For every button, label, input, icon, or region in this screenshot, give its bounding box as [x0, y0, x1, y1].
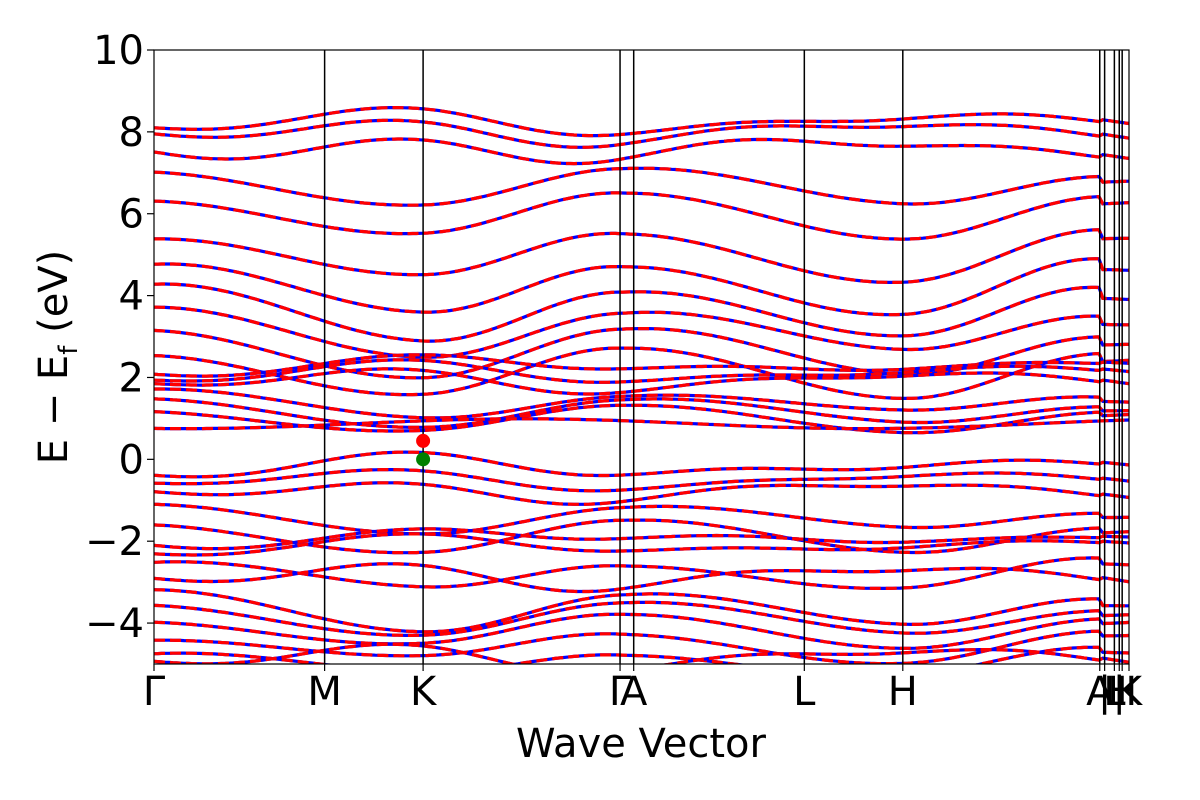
band-line	[154, 106, 1129, 138]
band-line	[154, 346, 1129, 400]
band-line	[154, 282, 1129, 343]
y-tick-label: 0	[119, 437, 144, 483]
y-tick-label: 6	[119, 192, 144, 238]
band-line	[154, 106, 1129, 138]
x-tick-label: Γ	[143, 669, 166, 715]
x-tick-label: A	[620, 669, 648, 715]
x-tick-label: M	[307, 669, 342, 715]
band-line	[154, 612, 1129, 650]
band-line	[154, 191, 1129, 241]
band-line	[154, 118, 1129, 149]
x-tick-label: |	[1113, 669, 1126, 715]
band-line	[154, 166, 1129, 207]
y-tick-label: 8	[119, 110, 144, 156]
band-line	[154, 527, 1129, 551]
band-line	[154, 642, 1129, 664]
band-line	[154, 257, 1129, 317]
x-tick-label: H	[1107, 669, 1137, 715]
band-line	[154, 305, 1129, 359]
y-tick-label: 10	[93, 28, 144, 74]
y-tick-label: −2	[85, 519, 144, 565]
band-edge-markers	[416, 433, 431, 467]
high-symmetry-lines	[323, 50, 1123, 664]
band-line	[154, 397, 1129, 429]
y-axis-title-subscript: f	[54, 345, 84, 355]
band-lines	[154, 106, 1129, 664]
band-line	[154, 612, 1129, 650]
band-line	[154, 417, 1129, 431]
band-edge-marker	[416, 452, 431, 467]
band-line	[154, 588, 1129, 634]
x-axis-ticks: Γ M K ΓA L H A|L|HK	[143, 664, 1144, 715]
band-line	[154, 600, 1129, 637]
y-axis-title-main: E − E	[31, 355, 77, 465]
band-line	[154, 228, 1129, 284]
x-tick-label: Γ	[609, 669, 632, 715]
band-edge-marker	[416, 433, 431, 448]
band-line	[154, 468, 1129, 493]
band-line	[154, 358, 1129, 384]
x-tick-label: L	[1103, 669, 1126, 715]
x-axis-title: Wave Vector	[516, 721, 767, 767]
x-tick-label: A	[1086, 669, 1114, 715]
band-line	[154, 403, 1129, 435]
band-line	[154, 367, 1129, 396]
band-line	[154, 450, 1129, 479]
band-line	[154, 600, 1129, 637]
band-line	[154, 481, 1129, 506]
y-tick-label: −4	[85, 601, 144, 647]
y-axis-title: E − Ef (eV)	[31, 250, 84, 465]
x-tick-label: K	[1116, 669, 1144, 715]
band-line	[154, 532, 1129, 557]
band-line	[154, 502, 1129, 536]
y-tick-label: 2	[119, 355, 144, 401]
y-tick-label: 4	[119, 274, 144, 320]
band-line	[154, 518, 1129, 555]
band-line	[154, 387, 1129, 420]
band-line	[154, 166, 1129, 207]
x-tick-label: L	[793, 669, 816, 715]
band-line	[154, 228, 1129, 284]
x-tick-label: K	[410, 669, 438, 715]
band-line	[154, 353, 1129, 378]
band-line	[154, 562, 1129, 594]
x-tick-label: H	[888, 669, 918, 715]
band-line	[154, 556, 1129, 590]
x-tick-label: |	[1098, 669, 1111, 715]
band-line	[154, 137, 1129, 166]
plot-frame	[153, 49, 1130, 665]
y-axis-title-unit: (eV)	[31, 250, 77, 346]
y-axis-ticks: −4 −2 0 2 4 6 8 10	[85, 28, 154, 647]
band-line	[154, 191, 1129, 241]
